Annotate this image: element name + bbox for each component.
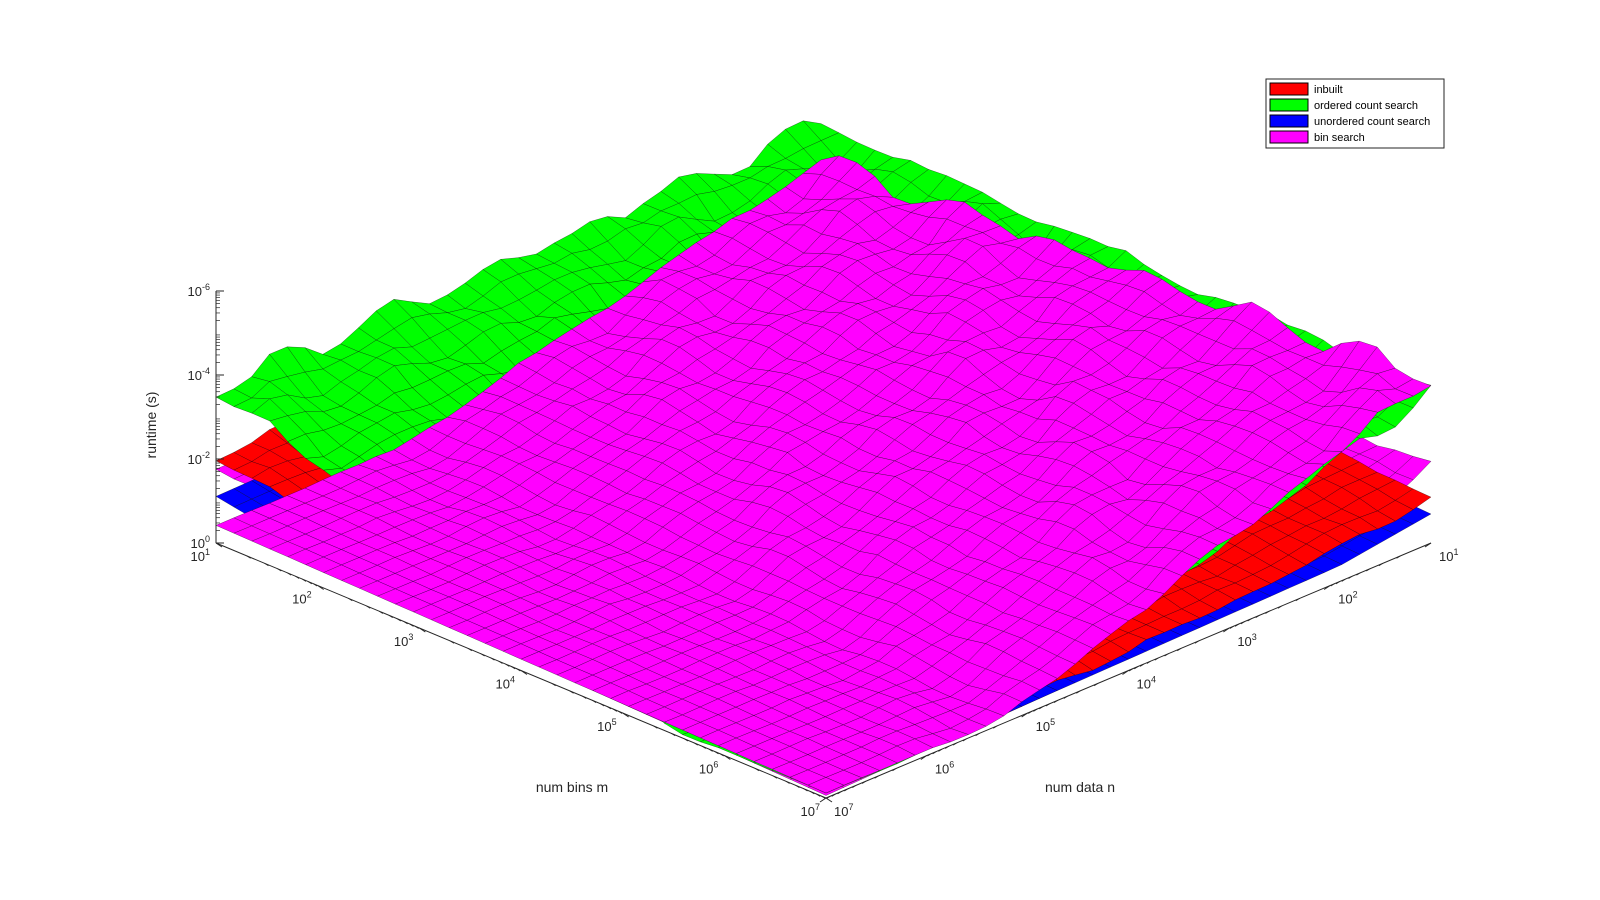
- surface-layer: [215, 120, 1432, 796]
- surface-bin-search: [215, 155, 1432, 794]
